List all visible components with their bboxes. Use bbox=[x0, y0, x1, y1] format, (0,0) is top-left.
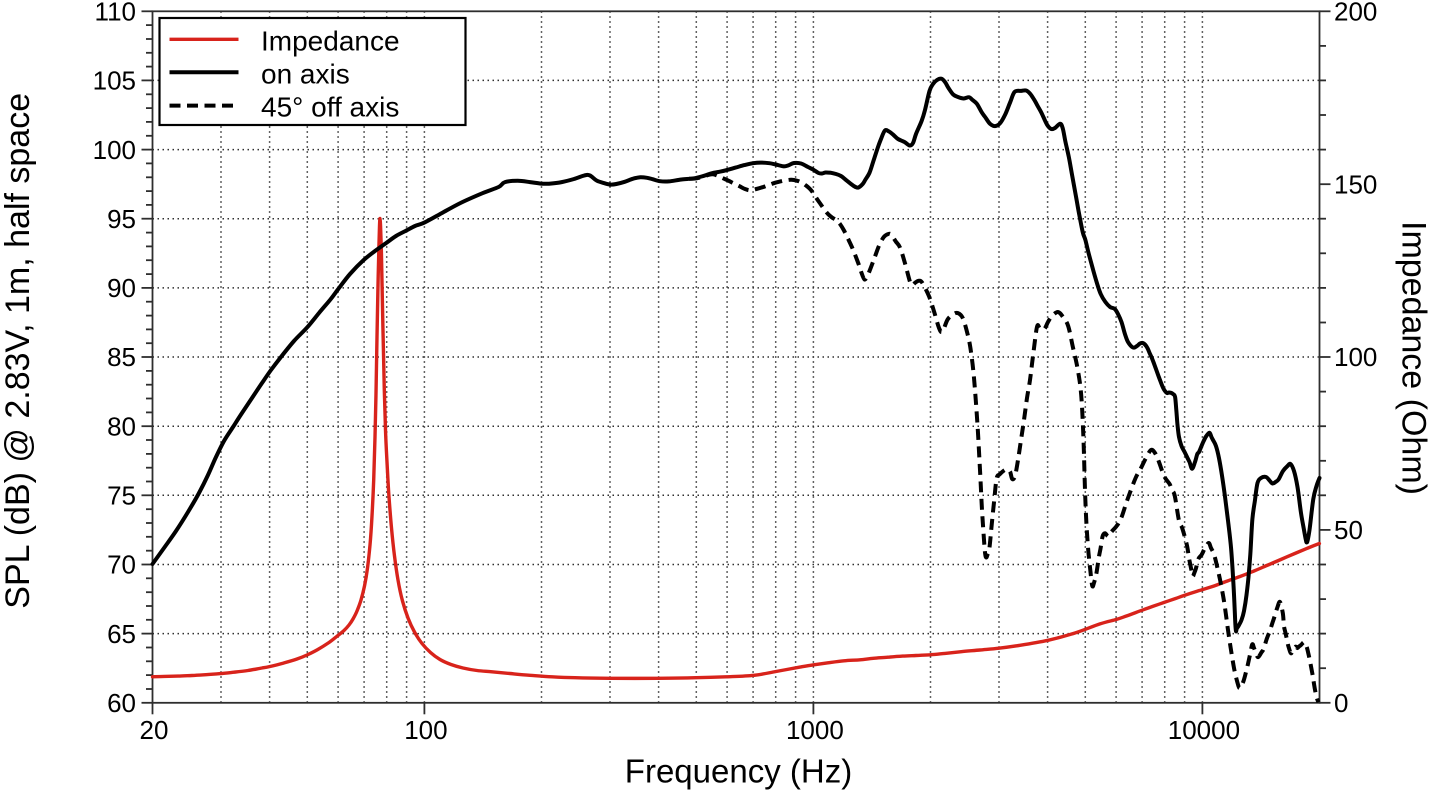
svg-text:100: 100 bbox=[404, 715, 447, 745]
svg-text:50: 50 bbox=[1334, 515, 1363, 545]
svg-text:85: 85 bbox=[107, 342, 136, 372]
svg-text:1000: 1000 bbox=[786, 715, 844, 745]
svg-text:20: 20 bbox=[140, 715, 169, 745]
svg-text:75: 75 bbox=[107, 481, 136, 511]
svg-text:90: 90 bbox=[107, 273, 136, 303]
svg-text:Frequency (Hz): Frequency (Hz) bbox=[625, 752, 852, 789]
svg-text:60: 60 bbox=[107, 688, 136, 718]
svg-text:45° off axis: 45° off axis bbox=[261, 92, 399, 123]
svg-text:Impedance: Impedance bbox=[261, 26, 400, 57]
svg-text:100: 100 bbox=[93, 135, 136, 165]
svg-text:Impedance (Ohm): Impedance (Ohm) bbox=[1395, 221, 1432, 495]
svg-text:0: 0 bbox=[1334, 688, 1348, 718]
svg-text:SPL (dB) @ 2.83V, 1m, half spa: SPL (dB) @ 2.83V, 1m, half space bbox=[0, 93, 37, 609]
svg-text:10000: 10000 bbox=[1168, 715, 1240, 745]
svg-text:70: 70 bbox=[107, 550, 136, 580]
svg-text:100: 100 bbox=[1334, 342, 1377, 372]
svg-text:95: 95 bbox=[107, 204, 136, 234]
svg-text:200: 200 bbox=[1334, 0, 1377, 27]
svg-text:on axis: on axis bbox=[261, 59, 350, 90]
svg-text:150: 150 bbox=[1334, 169, 1377, 199]
svg-text:105: 105 bbox=[93, 66, 136, 96]
svg-text:65: 65 bbox=[107, 619, 136, 649]
svg-text:110: 110 bbox=[95, 0, 136, 27]
svg-text:80: 80 bbox=[107, 411, 136, 441]
